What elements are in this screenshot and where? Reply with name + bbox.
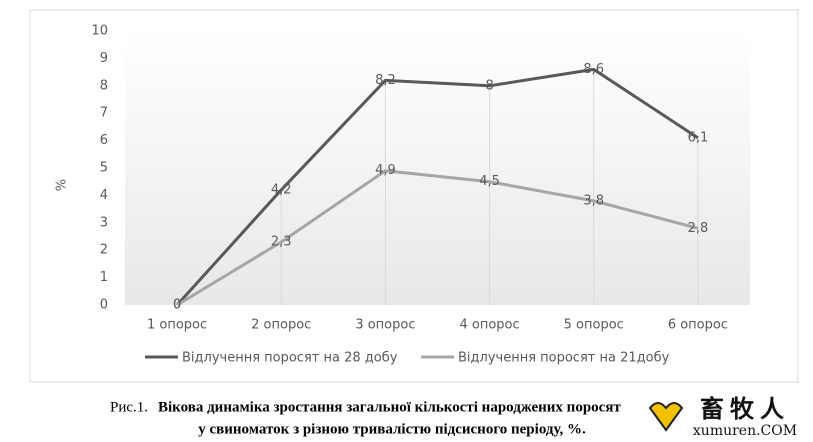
plot-area	[125, 31, 750, 305]
legend-label: Відлучення поросят на 28 добу	[182, 351, 398, 366]
watermark-icon	[648, 402, 684, 432]
data-label: 2,3	[271, 234, 292, 249]
y-tick-label: 3	[100, 215, 108, 230]
x-tick-label: 1 опорос	[147, 318, 207, 333]
data-label: 8,6	[583, 62, 604, 77]
series-line	[175, 67, 699, 307]
watermark-site: xumuren.COM	[693, 423, 797, 439]
x-tick-label: 3 опорос	[355, 318, 415, 333]
series-line	[176, 169, 699, 307]
x-tick-label: 5 опорос	[564, 318, 624, 333]
data-label: 0	[173, 298, 181, 313]
y-tick-label: 7	[100, 106, 108, 121]
data-label: 8	[485, 78, 493, 93]
data-label: 3,8	[583, 193, 604, 208]
data-label: 4,5	[479, 174, 500, 189]
y-tick-label: 10	[91, 24, 108, 39]
y-tick-label: 8	[100, 78, 108, 93]
x-tick-label: 2 опорос	[251, 318, 311, 333]
caption-line: Вікова динаміка зростання загальної кіль…	[158, 399, 621, 415]
y-tick-label: 5	[100, 161, 108, 176]
data-label: 0	[173, 298, 181, 313]
legend-label: Відлучення поросят на 21добу	[458, 351, 670, 366]
y-tick-label: 4	[100, 188, 108, 203]
data-label: 6,1	[688, 130, 709, 145]
data-label: 4,2	[271, 182, 292, 197]
y-axis-label: %	[55, 179, 70, 191]
y-tick-label: 1	[100, 270, 108, 285]
data-label: 8,2	[375, 73, 396, 88]
data-label: 2,8	[688, 221, 709, 236]
y-tick-label: 9	[100, 51, 108, 66]
y-tick-label: 6	[100, 133, 108, 148]
x-tick-label: 4 опорос	[459, 318, 519, 333]
y-tick-label: 0	[100, 298, 108, 313]
y-tick-label: 2	[100, 243, 108, 258]
watermark-logo: 畜牧人	[700, 395, 790, 423]
caption-line: у свиноматок з різною тривалістю підсисн…	[198, 421, 586, 437]
caption-prefix: Рис.1.	[110, 399, 148, 415]
x-tick-label: 6 опорос	[668, 318, 728, 333]
data-label: 4,9	[375, 163, 396, 178]
